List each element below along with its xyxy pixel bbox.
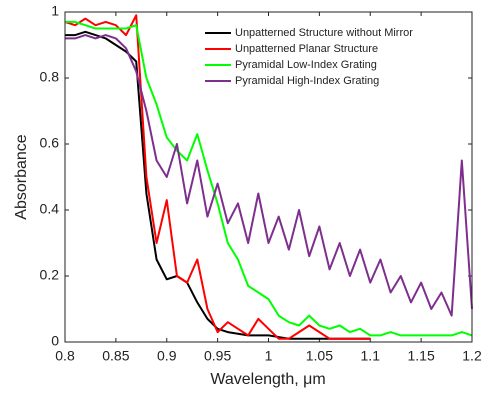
y-tick-label: 0.8 [40, 69, 60, 85]
x-tick-label: 0.95 [204, 348, 231, 364]
y-axis-label: Absorbance [13, 134, 30, 219]
legend-label: Pyramidal High-Index Grating [235, 75, 379, 87]
y-tick-label: 0.6 [40, 135, 60, 151]
plot-frame [64, 11, 473, 343]
y-tick-label: 0.2 [40, 267, 60, 283]
legend-label: Pyramidal Low-Index Grating [235, 59, 377, 71]
y-tick-label: 1 [51, 3, 59, 19]
x-tick-label: 0.8 [55, 348, 75, 364]
x-tick-label: 1.1 [361, 348, 381, 364]
legend-label: Unpatterned Structure without Mirror [235, 27, 413, 39]
x-axis-label: Wavelength, μm [210, 371, 325, 388]
x-tick-label: 0.85 [102, 348, 129, 364]
y-tick-label: 0 [51, 333, 59, 349]
x-tick-label: 1 [265, 348, 273, 364]
series-line [64, 14, 371, 340]
series-line [65, 34, 473, 317]
legend-label: Unpatterned Planar Structure [235, 43, 378, 55]
x-tick-label: 1.05 [306, 348, 333, 364]
x-tick-label: 1.2 [462, 348, 482, 364]
series-line [65, 20, 473, 337]
x-tick-label: 1.15 [408, 348, 435, 364]
x-tick-label: 0.9 [157, 348, 177, 364]
series-line [65, 30, 371, 340]
y-tick-label: 0.4 [40, 201, 60, 217]
